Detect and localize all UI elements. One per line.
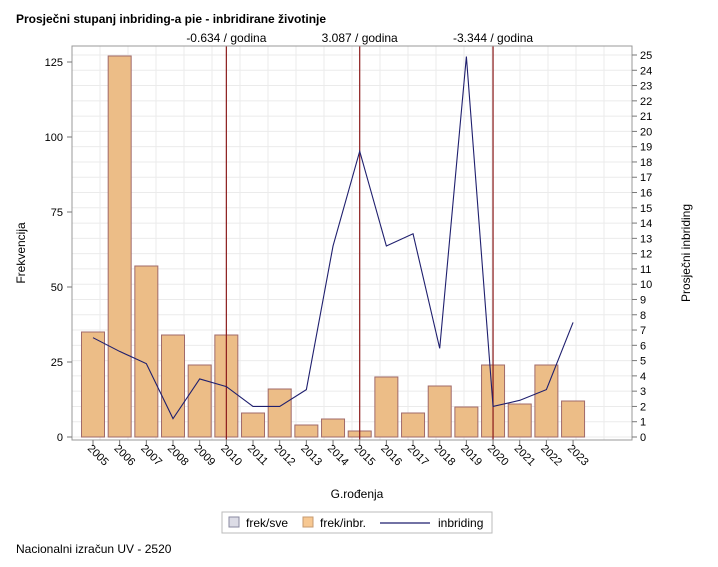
- y2-tick-label: 25: [640, 50, 652, 62]
- y2-tick-label: 13: [640, 233, 652, 245]
- y2-tick-label: 4: [640, 371, 646, 383]
- legend-label-frek-inbr: frek/inbr.: [320, 516, 366, 530]
- bar-2007: [134, 265, 159, 438]
- y-axis-label: Frekvencija: [14, 222, 28, 284]
- y2-tick-label: 15: [640, 203, 652, 215]
- x-tick-label: 2014: [325, 443, 351, 469]
- x-tick-label: 2015: [352, 443, 378, 469]
- y2-tick-label: 17: [640, 172, 652, 184]
- bar-2021: [507, 403, 532, 438]
- x-tick-label: 2011: [245, 443, 270, 468]
- x-tick-label: 2008: [165, 443, 191, 469]
- x-tick-label: 2016: [378, 443, 404, 469]
- y2-tick-label: 0: [640, 432, 646, 444]
- bar-2011: [241, 412, 266, 438]
- legend-label-frek-sve: frek/sve: [246, 516, 288, 530]
- x-tick-label: 2020: [485, 443, 511, 469]
- bar-2006: [107, 55, 132, 438]
- plot-frame: [71, 45, 633, 441]
- x-tick-label: 2023: [565, 443, 591, 469]
- y2-tick-label: 22: [640, 96, 652, 108]
- y2-tick-label: 20: [640, 126, 652, 138]
- y2-tick-label: 11: [640, 264, 651, 276]
- y2-tick-label: 24: [640, 65, 652, 77]
- y-tick-label: 25: [51, 357, 63, 369]
- bar-2008: [161, 334, 186, 438]
- x-tick-label: 2009: [192, 443, 218, 469]
- bar-2005: [81, 331, 105, 438]
- y2-tick-label: 23: [640, 81, 652, 93]
- y-tick-label: 125: [45, 57, 63, 69]
- y2-tick-label: 9: [640, 294, 646, 306]
- y2-tick-label: 12: [640, 249, 652, 261]
- x-axis-label: G.rođenja: [331, 487, 384, 501]
- legend-label-inbriding: inbriding: [438, 516, 483, 530]
- y-tick-label: 50: [51, 282, 63, 294]
- bar-2018: [427, 385, 452, 438]
- x-tick-label: 2022: [538, 443, 564, 469]
- bars: [81, 55, 586, 438]
- x-tick-label: 2019: [458, 443, 484, 469]
- y2-tick-label: 5: [640, 356, 646, 368]
- legend-frame: [221, 511, 493, 534]
- y2-tick-label: 7: [640, 325, 646, 337]
- x-tick-label: 2005: [85, 443, 111, 469]
- legend: frek/sve frek/inbr. inbriding: [221, 511, 493, 534]
- y2-tick-label: 2: [640, 401, 646, 413]
- footer-note: Nacionalni izračun UV - 2520: [16, 542, 172, 556]
- bar-2023: [561, 400, 586, 438]
- x-tick-label: 2007: [138, 443, 164, 469]
- line-series: [92, 56, 574, 420]
- reference-lines: -0.634 / godina 3.087 / godina -3.344 / go…: [186, 31, 533, 440]
- x-tick-label: 2013: [298, 443, 324, 469]
- y-tick-label: 0: [57, 432, 63, 444]
- x-tick-label: 2021: [512, 443, 538, 469]
- reference-label-2020: -3.344 / godina: [453, 31, 533, 45]
- bar-2017: [401, 412, 426, 438]
- bar-2009: [187, 364, 212, 438]
- y2-tick-label: 6: [640, 340, 646, 352]
- bar-2014: [321, 418, 346, 438]
- x-tick-label: 2017: [405, 443, 431, 469]
- bar-2016: [374, 376, 399, 438]
- y2-tick-label: 16: [640, 188, 652, 200]
- y2-axis-label: Prosječni inbriding: [679, 204, 693, 302]
- bar-2013: [294, 424, 319, 438]
- y2-tick-label: 3: [640, 386, 646, 398]
- y2-tick-label: 21: [640, 111, 652, 123]
- chart-title: Prosječni stupanj inbriding-a pie - inbr…: [16, 12, 326, 26]
- y-tick-label: 100: [45, 132, 63, 144]
- y2-tick-label: 8: [640, 310, 646, 322]
- legend-swatch-frek-inbr: [302, 516, 314, 528]
- y2-tick-label: 14: [640, 218, 652, 230]
- x-tick-label: 2012: [272, 443, 298, 469]
- bar-2019: [454, 406, 479, 438]
- x-tick-label: 2006: [112, 443, 138, 469]
- y2-tick-label: 19: [640, 142, 652, 154]
- y2-tick-label: 1: [640, 417, 646, 429]
- legend-swatch-frek-sve: [228, 516, 240, 528]
- y2-tick-label: 10: [640, 279, 652, 291]
- bar-2012: [267, 388, 292, 438]
- y-tick-label: 75: [51, 207, 63, 219]
- reference-label-2010: -0.634 / godina: [186, 31, 266, 45]
- x-tick-label: 2018: [432, 443, 458, 469]
- reference-label-2015: 3.087 / godina: [322, 31, 398, 45]
- y2-tick-label: 18: [640, 157, 652, 169]
- x-tick-label: 2010: [218, 443, 244, 469]
- bar-2022: [534, 364, 559, 438]
